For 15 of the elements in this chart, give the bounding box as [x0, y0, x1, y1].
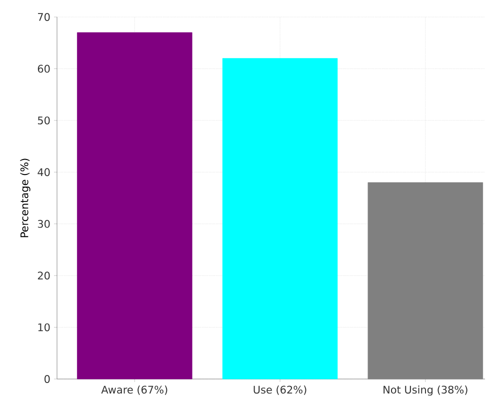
- y-tick-label: 60: [38, 64, 50, 73]
- x-tick-label: Use (62%): [254, 386, 306, 395]
- bar: [222, 58, 338, 380]
- y-tick-label: 0: [44, 375, 50, 383]
- y-tick-label: 50: [38, 116, 50, 124]
- y-tick-label: 10: [38, 323, 50, 332]
- x-tick-label: Aware (67%): [101, 386, 168, 395]
- bar: [77, 32, 192, 380]
- y-tick-label: 20: [38, 272, 50, 280]
- bar: [368, 182, 484, 380]
- y-axis-title: Percentage (%): [20, 158, 30, 238]
- y-tick-label: 30: [38, 220, 50, 228]
- y-tick-label: 40: [38, 168, 50, 176]
- x-tick-label: Not Using (38%): [384, 386, 468, 396]
- y-tick-label: 70: [38, 13, 50, 21]
